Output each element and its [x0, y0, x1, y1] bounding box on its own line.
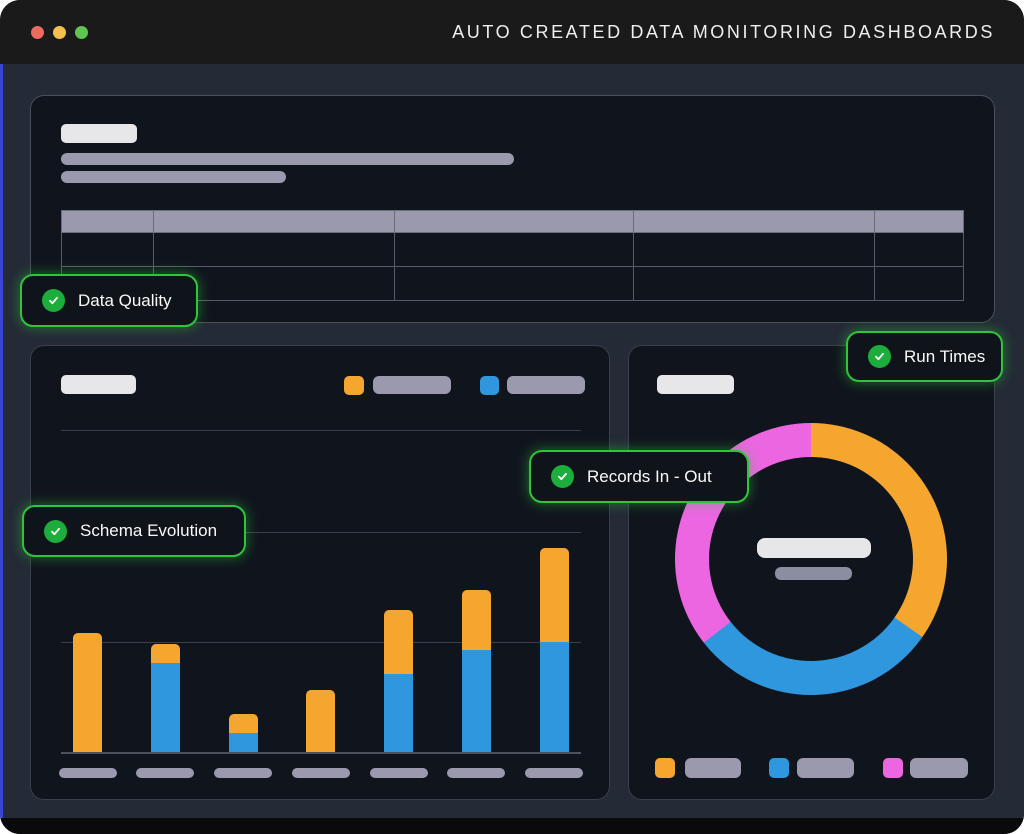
badge-label: Schema Evolution: [80, 521, 218, 540]
run-times-panel: [628, 345, 995, 800]
bar-segment-orange: [461, 590, 491, 650]
stacked-bar: [228, 714, 258, 752]
stacked-bar: [150, 644, 180, 752]
traffic-lights: [31, 25, 88, 39]
bar-segment-blue: [461, 650, 491, 752]
bar-segment-blue: [228, 733, 258, 752]
legend-swatch-orange: [344, 376, 364, 395]
skeleton-table-cell: [634, 233, 876, 267]
close-window-button[interactable]: [31, 25, 44, 39]
skeleton-category-label: [525, 768, 583, 778]
bar-segment-orange: [539, 548, 569, 642]
chart-gridline: [61, 642, 581, 643]
skeleton-category-label: [58, 768, 117, 778]
bar-segment-orange: [228, 714, 258, 733]
skeleton-category-label: [136, 768, 195, 778]
bar-segment-orange: [150, 644, 180, 663]
skeleton-text-line: [61, 153, 514, 165]
data-quality-badge[interactable]: Data Quality: [20, 274, 198, 327]
skeleton-donut-center-sublabel: [775, 567, 852, 580]
zoom-window-button[interactable]: [75, 25, 88, 39]
stacked-bar: [306, 690, 336, 752]
skeleton-panel-title: [61, 375, 136, 394]
window-titlebar: AUTO CREATED DATA MONITORING DASHBOARDS: [0, 0, 1024, 64]
chart-x-axis: [61, 752, 581, 754]
check-icon: [44, 519, 67, 543]
schema-evolution-panel: [30, 345, 610, 800]
run-times-badge[interactable]: Run Times: [846, 331, 1003, 382]
skeleton-legend-label: [507, 376, 585, 394]
bar-segment-blue: [150, 663, 180, 752]
bar-segment-orange: [306, 690, 336, 752]
header-divider: [61, 430, 581, 431]
minimize-window-button[interactable]: [53, 25, 66, 39]
skeleton-table-cell: [875, 210, 964, 233]
skeleton-table-row: [61, 233, 964, 267]
skeleton-legend-label: [910, 758, 968, 778]
bar-chart: [31, 346, 609, 752]
chart-gridline: [61, 532, 581, 533]
bar-segment-blue: [384, 674, 413, 752]
skeleton-table: [61, 210, 964, 301]
legend-swatch-blue: [769, 758, 789, 778]
stacked-bar: [73, 633, 102, 752]
skeleton-text-line: [61, 171, 286, 183]
dashboard-canvas: Data Quality Schema Evolution Records In…: [0, 64, 1024, 834]
bar-segment-orange: [384, 610, 413, 674]
check-icon: [551, 465, 574, 488]
skeleton-table-cell: [154, 267, 396, 301]
skeleton-legend-label: [685, 758, 741, 778]
badge-label: Run Times: [904, 346, 986, 366]
skeleton-table-cell: [875, 233, 964, 267]
stacked-bar: [384, 610, 413, 752]
skeleton-category-label: [214, 768, 272, 778]
skeleton-table-header-row: [61, 210, 964, 233]
legend-swatch-magenta: [883, 758, 903, 778]
legend-swatch-blue: [480, 376, 499, 395]
bar-segment-orange: [73, 633, 102, 752]
skeleton-table-cell: [154, 210, 396, 233]
skeleton-table-cell: [875, 267, 964, 301]
skeleton-table-cell: [634, 267, 876, 301]
bar-segment-blue: [539, 642, 569, 752]
window-bottom-frame: [0, 818, 1024, 834]
stacked-bar: [539, 548, 569, 752]
skeleton-table-cell: [634, 210, 876, 233]
skeleton-table-cell: [154, 233, 396, 267]
badge-label: Data Quality: [78, 290, 172, 310]
window-title: AUTO CREATED DATA MONITORING DASHBOARDS: [452, 21, 995, 42]
records-in-out-badge[interactable]: Records In - Out: [529, 450, 749, 503]
skeleton-table-cell: [395, 267, 635, 301]
check-icon: [868, 345, 891, 368]
skeleton-donut-center-label: [757, 538, 871, 558]
skeleton-category-label: [369, 768, 428, 778]
badge-label: Records In - Out: [587, 466, 712, 486]
skeleton-table-cell: [61, 210, 154, 233]
window-accent-edge: [0, 64, 3, 818]
skeleton-table-cell: [395, 210, 635, 233]
skeleton-panel-title: [61, 124, 137, 143]
skeleton-legend-label: [797, 758, 854, 778]
skeleton-panel-title: [657, 375, 734, 394]
skeleton-category-label: [447, 768, 506, 778]
skeleton-table-cell: [395, 233, 635, 267]
skeleton-table-cell: [61, 233, 154, 267]
skeleton-legend-label: [373, 376, 451, 394]
schema-evolution-badge[interactable]: Schema Evolution: [22, 505, 246, 557]
stacked-bar: [461, 590, 491, 752]
check-icon: [42, 289, 65, 312]
legend-swatch-orange: [655, 758, 675, 778]
skeleton-category-label: [291, 768, 350, 778]
